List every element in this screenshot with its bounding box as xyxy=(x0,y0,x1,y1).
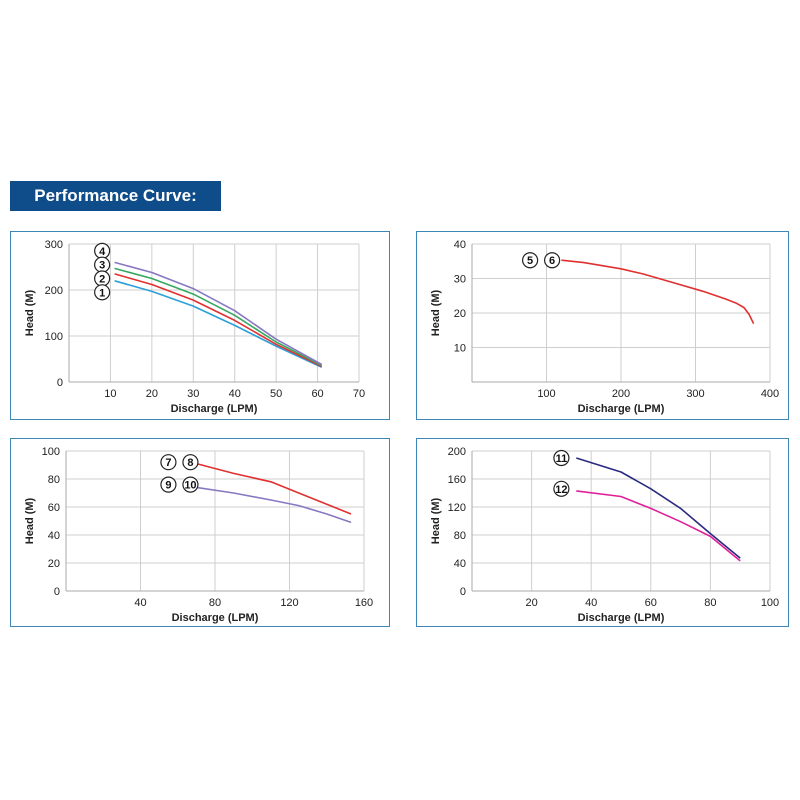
x-tick-label: 300 xyxy=(686,388,704,400)
series-line-12 xyxy=(576,490,741,562)
series-line-3 xyxy=(114,267,323,367)
y-tick-label: 40 xyxy=(454,239,466,251)
series-line-9-10 xyxy=(196,486,352,524)
x-tick-label: 80 xyxy=(209,597,221,609)
marker-label: 5 xyxy=(527,255,533,267)
chart-panel-3: 0 20 40 60 80 100 40 80 120 160 Discharge (LPM) Hea… xyxy=(10,438,390,627)
x-tick-label: 40 xyxy=(585,597,597,609)
y-tick-label: 0 xyxy=(54,586,60,598)
y-axis-label: Head (M) xyxy=(24,289,36,336)
chart-panel-1: 0 100 200 300 10 20 30 40 50 60 70 Discharge (LPM) H… xyxy=(10,231,390,420)
series-line-2 xyxy=(114,273,323,368)
series-line-7-8 xyxy=(196,462,352,515)
chart-panel-2: 10 20 30 40 100 200 300 400 Discharge (LPM) Head … xyxy=(416,231,789,420)
series-line-1 xyxy=(114,280,323,369)
series-marker-11: 11 xyxy=(553,449,570,467)
marker-circle xyxy=(544,252,561,269)
x-axis-label: Discharge (LPM) xyxy=(171,403,258,415)
chart-panel-4: 0 40 80 120 160 200 20 40 60 80 100 Discharge (LPM)… xyxy=(416,438,789,627)
y-tick-label: 80 xyxy=(48,474,60,486)
y-tick-label: 200 xyxy=(448,446,466,458)
chart-4: 0 40 80 120 160 200 20 40 60 80 100 Discharge (LPM)… xyxy=(430,446,779,624)
y-tick-label: 100 xyxy=(42,446,60,458)
y-tick-label: 80 xyxy=(454,530,466,542)
series-line-4 xyxy=(114,261,323,366)
x-tick-label: 40 xyxy=(229,388,241,400)
x-tick-label: 20 xyxy=(525,597,537,609)
series-marker-10: 10 xyxy=(182,476,199,493)
x-axis-label: Discharge (LPM) xyxy=(578,612,665,624)
marker-circle xyxy=(553,449,570,467)
series-marker-5: 5 xyxy=(522,252,539,269)
y-axis-label: Head (M) xyxy=(24,497,36,544)
series-marker-6: 6 xyxy=(544,252,561,269)
y-tick-label: 200 xyxy=(45,285,63,297)
x-tick-label: 120 xyxy=(280,597,298,609)
x-tick-label: 40 xyxy=(134,597,146,609)
x-axis-label: Discharge (LPM) xyxy=(578,403,665,415)
series-marker-4: 4 xyxy=(94,242,111,259)
y-axis-label: Head (M) xyxy=(430,289,442,336)
y-axis-label: Head (M) xyxy=(430,497,442,544)
y-tick-label: 40 xyxy=(454,558,466,570)
x-tick-label: 70 xyxy=(353,388,365,400)
y-tick-label: 20 xyxy=(454,308,466,320)
x-tick-label: 60 xyxy=(645,597,657,609)
y-tick-label: 100 xyxy=(45,331,63,343)
marker-circle xyxy=(182,454,199,471)
x-tick-label: 400 xyxy=(761,388,779,400)
chart-3: 0 20 40 60 80 100 40 80 120 160 Discharge (LPM) Hea… xyxy=(24,446,373,624)
y-tick-label: 60 xyxy=(48,502,60,514)
y-tick-label: 300 xyxy=(45,239,63,251)
x-tick-label: 30 xyxy=(187,388,199,400)
series-marker-3: 3 xyxy=(94,256,111,273)
marker-label: 11 xyxy=(556,453,568,465)
y-tick-label: 0 xyxy=(57,377,63,389)
series-marker-7: 7 xyxy=(160,454,177,471)
marker-circle xyxy=(160,476,177,493)
series-marker-2: 2 xyxy=(94,270,111,287)
series-marker-8: 8 xyxy=(182,454,199,471)
x-axis-label: Discharge (LPM) xyxy=(172,612,259,624)
series-marker-1: 1 xyxy=(94,284,111,301)
x-tick-label: 10 xyxy=(104,388,116,400)
marker-label: 10 xyxy=(184,480,196,492)
y-tick-label: 30 xyxy=(454,274,466,286)
y-tick-label: 120 xyxy=(448,502,466,514)
series-marker-9: 9 xyxy=(160,476,177,493)
series-marker-12: 12 xyxy=(553,480,570,497)
marker-label: 7 xyxy=(165,457,171,469)
y-tick-label: 160 xyxy=(448,474,466,486)
marker-circle xyxy=(553,480,570,497)
marker-label: 6 xyxy=(549,255,555,267)
y-tick-label: 20 xyxy=(48,558,60,570)
y-tick-label: 40 xyxy=(48,530,60,542)
marker-circle xyxy=(182,476,199,493)
y-tick-label: 10 xyxy=(454,343,466,355)
x-tick-label: 160 xyxy=(355,597,373,609)
marker-label: 12 xyxy=(555,484,567,496)
marker-circle xyxy=(522,252,539,269)
marker-circle xyxy=(94,284,111,301)
series-line-11 xyxy=(576,457,741,559)
marker-label: 8 xyxy=(187,457,193,469)
marker-circle xyxy=(160,454,177,471)
x-tick-label: 100 xyxy=(761,597,779,609)
x-tick-label: 200 xyxy=(612,388,630,400)
series-line-5-6 xyxy=(561,259,755,325)
marker-label: 9 xyxy=(165,480,171,492)
x-tick-label: 60 xyxy=(311,388,323,400)
page-title: Performance Curve: xyxy=(10,181,221,211)
marker-label: 1 xyxy=(99,287,105,299)
x-tick-label: 80 xyxy=(704,597,716,609)
chart-2: 10 20 30 40 100 200 300 400 Discharge (LPM) Head … xyxy=(430,239,779,415)
y-tick-label: 0 xyxy=(460,586,466,598)
marker-label: 4 xyxy=(99,246,106,258)
x-tick-label: 100 xyxy=(537,388,555,400)
x-tick-label: 20 xyxy=(146,388,158,400)
marker-label: 3 xyxy=(99,260,105,272)
x-tick-label: 50 xyxy=(270,388,282,400)
marker-label: 2 xyxy=(99,274,105,286)
chart-1: 0 100 200 300 10 20 30 40 50 60 70 Discharge (LPM) H… xyxy=(24,239,365,415)
